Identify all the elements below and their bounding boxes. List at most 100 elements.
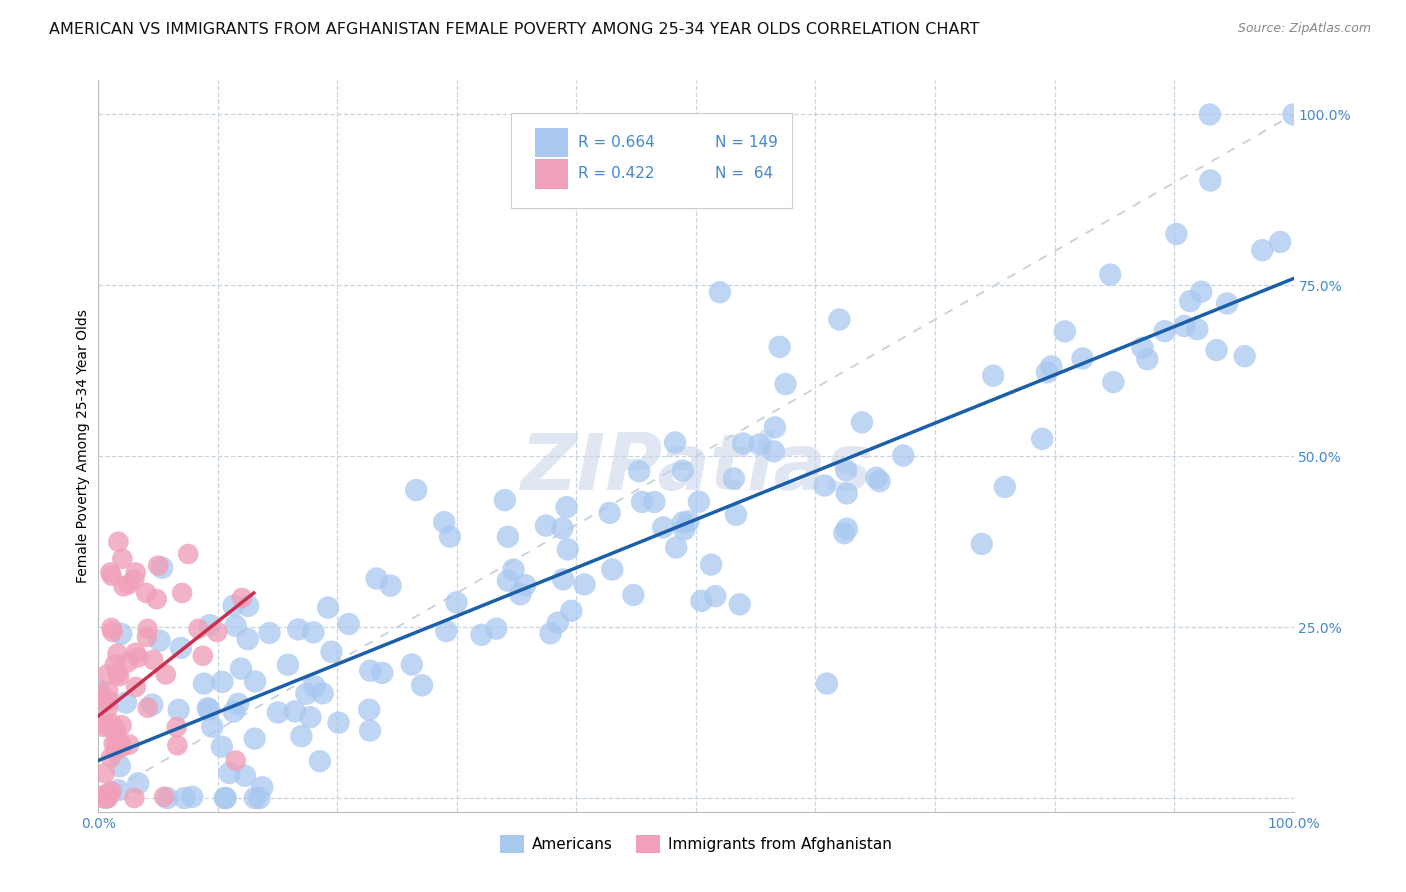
Point — [156, 791, 179, 805]
Point — [337, 617, 360, 632]
FancyBboxPatch shape — [510, 113, 792, 209]
Point — [236, 632, 259, 647]
Point — [815, 676, 838, 690]
Point — [509, 587, 531, 601]
Point — [1036, 365, 1059, 379]
Point — [316, 600, 339, 615]
Point — [93, 788, 115, 802]
Point — [835, 463, 858, 477]
Point — [96, 789, 118, 804]
Point — [153, 789, 176, 804]
Y-axis label: Female Poverty Among 25-34 Year Olds: Female Poverty Among 25-34 Year Olds — [76, 309, 90, 583]
Point — [115, 696, 138, 710]
Point — [290, 729, 312, 743]
Point — [470, 628, 492, 642]
Text: Source: ZipAtlas.com: Source: ZipAtlas.com — [1237, 22, 1371, 36]
Point — [222, 705, 245, 719]
Point — [311, 686, 333, 700]
Point — [724, 508, 747, 522]
Point — [366, 572, 388, 586]
Point — [101, 624, 124, 639]
Point — [534, 518, 557, 533]
Point — [1233, 349, 1256, 363]
Point — [198, 618, 221, 632]
Point — [191, 648, 214, 663]
Point — [108, 669, 131, 683]
FancyBboxPatch shape — [534, 128, 568, 157]
Point — [197, 701, 219, 715]
Point — [1173, 319, 1195, 334]
Text: AMERICAN VS IMMIGRANTS FROM AFGHANISTAN FEMALE POVERTY AMONG 25-34 YEAR OLDS COR: AMERICAN VS IMMIGRANTS FROM AFGHANISTAN … — [49, 22, 980, 37]
Point — [211, 674, 233, 689]
Point — [236, 599, 259, 613]
Point — [107, 736, 129, 750]
Point — [108, 733, 131, 747]
Point — [321, 645, 343, 659]
Point — [87, 686, 110, 700]
Point — [553, 572, 575, 586]
Point — [748, 437, 770, 451]
Point — [994, 480, 1017, 494]
Point — [187, 622, 209, 636]
Point — [243, 791, 266, 805]
Point — [155, 667, 177, 681]
Point — [628, 464, 651, 478]
Point — [631, 495, 654, 509]
Point — [172, 586, 194, 600]
Point — [1216, 296, 1239, 310]
Point — [205, 625, 228, 640]
Text: N = 149: N = 149 — [716, 135, 778, 150]
Point — [1199, 173, 1222, 187]
Point — [515, 578, 537, 592]
Point — [96, 667, 118, 681]
Point — [177, 547, 200, 561]
Point — [150, 561, 173, 575]
Point — [1268, 235, 1291, 249]
Point — [101, 568, 124, 582]
Point — [762, 444, 785, 458]
Point — [828, 312, 851, 326]
Point — [107, 534, 129, 549]
Point — [775, 377, 797, 392]
Point — [243, 731, 266, 746]
Point — [127, 650, 149, 665]
Point — [136, 622, 159, 636]
Point — [1053, 325, 1076, 339]
Point — [401, 657, 423, 672]
Point — [851, 415, 873, 429]
Point — [299, 710, 322, 724]
Point — [835, 522, 858, 536]
Point — [96, 718, 118, 732]
Point — [434, 624, 457, 638]
Point — [166, 739, 188, 753]
Point — [135, 586, 157, 600]
Point — [865, 471, 887, 485]
Point — [970, 537, 993, 551]
Point — [104, 657, 127, 672]
Point — [141, 698, 163, 712]
Text: ZIPatlas: ZIPatlas — [520, 430, 872, 506]
Point — [149, 633, 172, 648]
Point — [93, 720, 115, 734]
Point — [446, 595, 468, 609]
Point — [107, 666, 129, 681]
Point — [94, 791, 117, 805]
Point — [1178, 294, 1201, 309]
Point — [105, 733, 128, 747]
Point — [211, 739, 233, 754]
Point — [110, 718, 132, 732]
Point — [214, 791, 236, 805]
Point — [112, 579, 135, 593]
Point — [502, 563, 524, 577]
Text: R = 0.664: R = 0.664 — [578, 135, 654, 150]
Point — [709, 285, 731, 300]
Point — [124, 791, 146, 805]
Point — [91, 693, 114, 707]
Point — [557, 542, 579, 557]
Point — [621, 588, 644, 602]
Point — [231, 591, 253, 605]
Point — [295, 687, 318, 701]
Point — [124, 572, 146, 586]
Point — [124, 566, 146, 580]
Point — [673, 523, 696, 537]
